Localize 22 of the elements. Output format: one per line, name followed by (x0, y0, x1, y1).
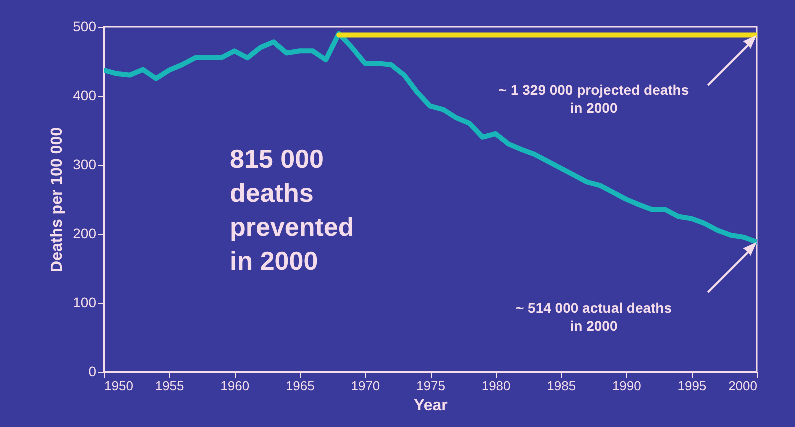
x-tick-label: 1955 (155, 378, 184, 394)
x-axis-title: Year (414, 398, 448, 414)
annotation: 815 000 deaths prevented in 2000 (230, 144, 354, 276)
y-tick-label: 200 (73, 226, 97, 242)
y-axis-title: Deaths per 100 000 (49, 127, 66, 272)
x-tick-label: 1975 (416, 378, 446, 394)
x-tick-label: 2000 (728, 378, 758, 394)
y-tick-label: 400 (73, 88, 97, 104)
y-tick-label: 300 (73, 156, 97, 172)
y-tick-label: 100 (73, 294, 97, 310)
x-tick-label: 1995 (678, 378, 707, 394)
x-tick-label: 1990 (612, 378, 642, 394)
y-tick-label: 0 (88, 364, 97, 380)
x-tick-label: 1970 (351, 378, 380, 394)
annotation: ~ 514 000 actual deaths in 2000 (516, 300, 672, 334)
annotation: ~ 1 329 000 projected deaths in 2000 (498, 82, 690, 116)
x-tick-label: 1960 (220, 378, 250, 394)
x-tick-label: 1950 (104, 378, 134, 394)
y-tick-label: 500 (73, 18, 97, 34)
x-tick-label: 1985 (547, 378, 576, 394)
x-tick-label: 1965 (286, 378, 315, 394)
x-tick-label: 1980 (482, 378, 511, 394)
